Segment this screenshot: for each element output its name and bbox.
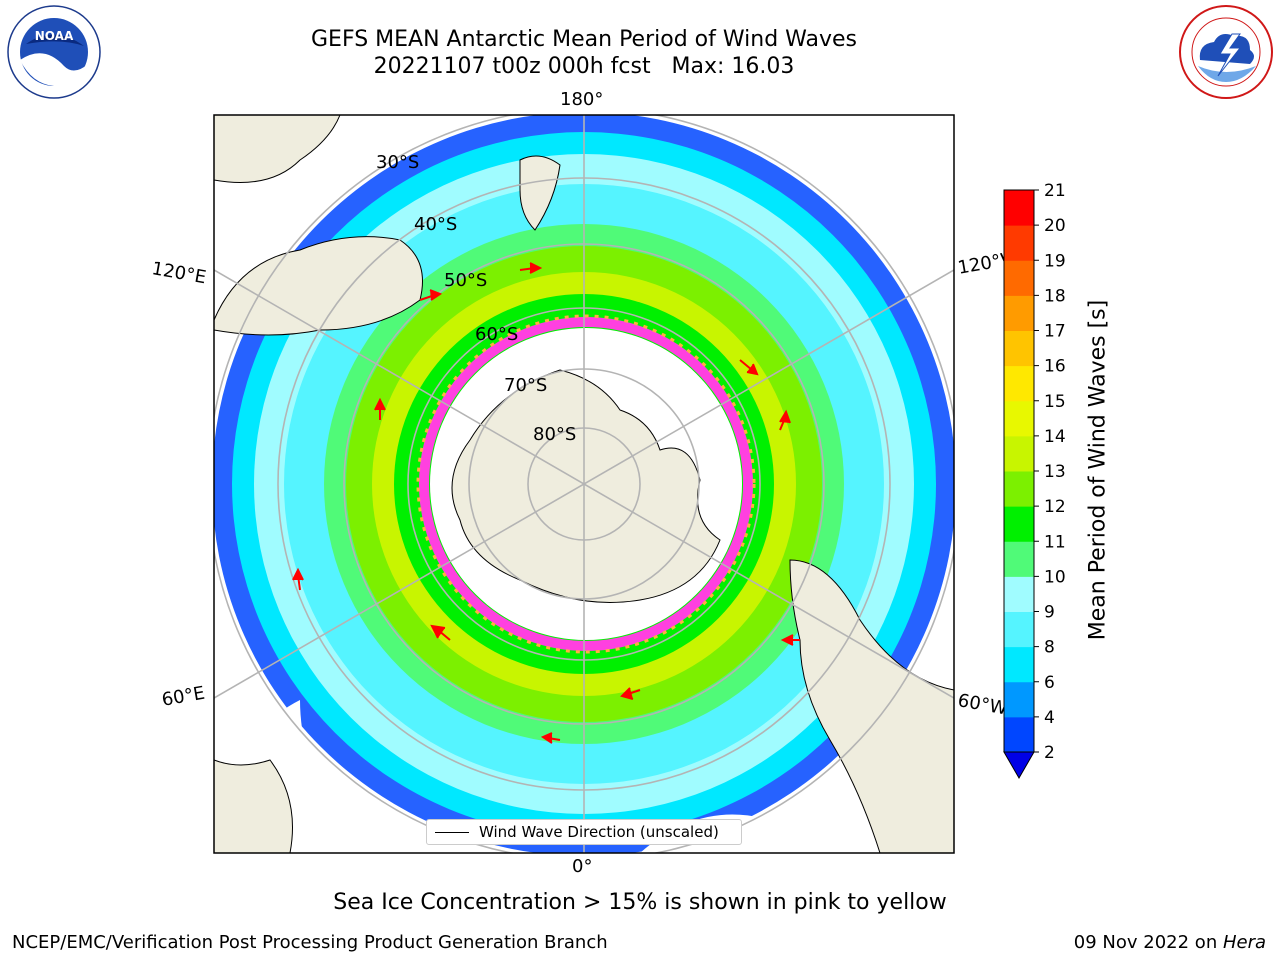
colorbar-tick-label: 6	[1044, 673, 1055, 693]
colorbar-tick-label: 8	[1044, 638, 1055, 658]
nws-logo-icon	[1179, 5, 1273, 99]
colorbar: 2 4 6 8 9 10 11 12 13 14 15 16 17 18 19 20 21	[1003, 181, 1066, 780]
chart-title: GEFS MEAN Antarctic Mean Period of Wind …	[311, 27, 857, 52]
lat-label: 70°S	[504, 375, 548, 396]
lat-label: 80°S	[533, 424, 577, 445]
machine-name: Hera	[1222, 932, 1266, 953]
colorbar-segment	[1004, 295, 1034, 331]
colorbar-segment	[1004, 611, 1034, 648]
colorbar-segment	[1004, 576, 1034, 612]
antarctica-land	[451, 369, 721, 603]
colorbar-tick-label: 18	[1044, 286, 1066, 306]
colorbar-segment	[1004, 365, 1034, 402]
graticule	[214, 115, 954, 853]
new-zealand-land	[519, 155, 561, 231]
sea-ice-note: Sea Ice Concentration > 15% is shown in …	[333, 890, 947, 915]
wind-wave-arrows	[292, 262, 800, 744]
colorbar-segment	[1004, 435, 1034, 472]
sea-ice-edge	[419, 317, 753, 651]
colorbar-tick-label: 19	[1044, 251, 1066, 271]
colorbar-segment	[1004, 225, 1034, 261]
lat-label: 40°S	[414, 214, 458, 235]
australia-land	[214, 236, 423, 336]
colorbar-segment	[1004, 190, 1034, 226]
run-date-text: 09 Nov 2022 on	[1073, 932, 1223, 953]
colorbar-extend-arrow	[1003, 751, 1035, 780]
colorbar-tick-label: 16	[1044, 357, 1066, 377]
colorbar-tick-label: 20	[1044, 216, 1066, 236]
lat-label: 50°S	[444, 270, 488, 291]
colorbar-segment	[1004, 260, 1034, 296]
map-legend: Wind Wave Direction (unscaled)	[426, 819, 742, 845]
lat-label: 60°S	[475, 324, 519, 345]
colorbar-tick-label: 4	[1044, 708, 1055, 728]
producer-credit: NCEP/EMC/Verification Post Processing Pr…	[12, 932, 608, 953]
colorbar-tick-label: 15	[1044, 392, 1066, 412]
colorbar-tick-label: 10	[1044, 567, 1066, 587]
chart-subtitle: 20221107 t00z 000h fcst Max: 16.03	[373, 54, 795, 79]
colorbar-tick-label: 11	[1044, 532, 1066, 552]
colorbar-segment	[1004, 541, 1034, 577]
colorbar-segment	[1004, 716, 1034, 753]
colorbar-segment	[1004, 646, 1034, 683]
lat-label: 30°S	[376, 152, 420, 173]
lon-label-bottom: 0°	[572, 856, 593, 877]
colorbar-segment	[1004, 471, 1034, 507]
legend-label: Wind Wave Direction (unscaled)	[479, 823, 719, 841]
colorbar-tick-label: 9	[1044, 603, 1055, 623]
colorbar-title: Mean Period of Wind Waves [s]	[1085, 299, 1111, 641]
colorbar-tick-label: 14	[1044, 427, 1066, 447]
colorbar-segment	[1004, 681, 1034, 718]
lon-label-top: 180°	[560, 89, 604, 110]
run-date: 09 Nov 2022 on Hera	[1074, 932, 1266, 953]
africa-land	[214, 759, 293, 853]
noaa-logo-text: NOAA	[35, 29, 74, 43]
colorbar-tick-label: 12	[1044, 497, 1066, 517]
colorbar-tick-label: 21	[1044, 181, 1066, 201]
colorbar-tick-label: 2	[1044, 743, 1055, 763]
colorbar-segment	[1004, 506, 1034, 542]
colorbar-tick-label: 17	[1044, 322, 1066, 342]
noaa-logo-icon: NOAA	[7, 5, 101, 99]
colorbar-tick-label: 13	[1044, 462, 1066, 482]
colorbar-segment	[1004, 330, 1034, 367]
legend-line-icon	[435, 831, 469, 833]
colorbar-segment	[1004, 400, 1034, 437]
